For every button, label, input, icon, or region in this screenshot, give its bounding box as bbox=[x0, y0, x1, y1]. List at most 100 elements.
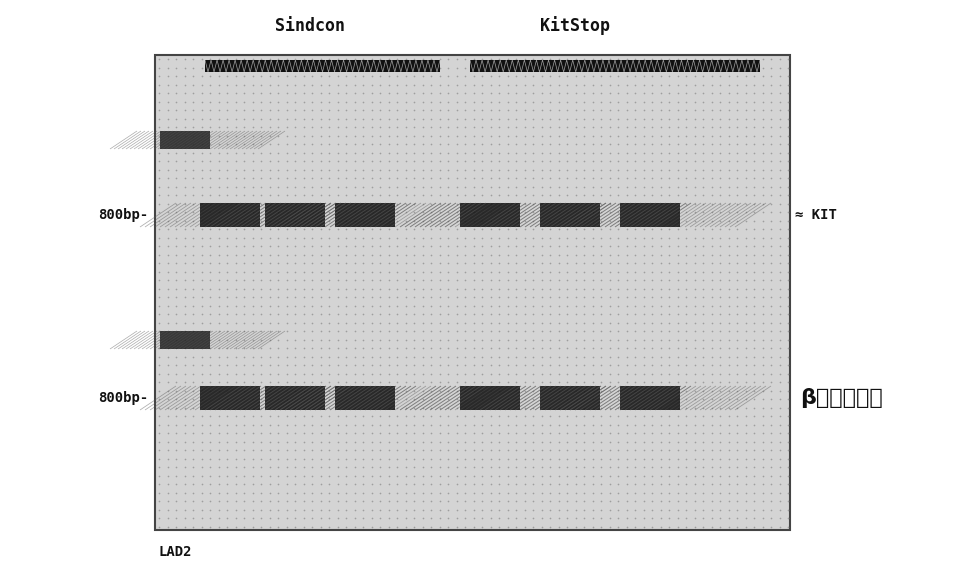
Point bbox=[186, 522, 201, 532]
Point bbox=[713, 165, 728, 175]
Point bbox=[534, 216, 550, 225]
Point bbox=[322, 480, 337, 489]
Point bbox=[713, 352, 728, 362]
Point bbox=[746, 216, 762, 225]
Point bbox=[373, 326, 388, 336]
Point bbox=[195, 216, 210, 225]
Point bbox=[644, 522, 660, 532]
Point bbox=[195, 156, 210, 166]
Point bbox=[347, 437, 362, 446]
Point bbox=[713, 97, 728, 106]
Point bbox=[746, 114, 762, 123]
Point bbox=[679, 284, 694, 293]
Point bbox=[679, 522, 694, 532]
Point bbox=[586, 505, 601, 514]
Point bbox=[670, 267, 686, 276]
Point bbox=[730, 225, 745, 234]
Point bbox=[568, 496, 584, 506]
Point bbox=[713, 403, 728, 412]
Point bbox=[202, 496, 218, 506]
Point bbox=[195, 191, 210, 200]
Point bbox=[339, 301, 354, 310]
Point bbox=[151, 131, 167, 141]
Point bbox=[440, 242, 455, 251]
Point bbox=[721, 496, 737, 506]
Point bbox=[508, 63, 524, 72]
Point bbox=[381, 412, 397, 421]
Point bbox=[695, 318, 711, 328]
Point bbox=[169, 182, 184, 192]
Point bbox=[526, 122, 541, 132]
Point bbox=[491, 301, 507, 310]
Point bbox=[390, 480, 405, 489]
Point bbox=[653, 326, 668, 336]
Point bbox=[313, 276, 328, 285]
Point bbox=[330, 233, 346, 242]
Point bbox=[406, 420, 422, 429]
Point bbox=[695, 165, 711, 175]
Point bbox=[449, 225, 464, 234]
Point bbox=[755, 369, 770, 379]
Point bbox=[202, 208, 218, 217]
Point bbox=[151, 156, 167, 166]
Point bbox=[483, 309, 499, 319]
Point bbox=[449, 199, 464, 209]
Point bbox=[475, 173, 490, 183]
Point bbox=[662, 242, 677, 251]
Point bbox=[475, 480, 490, 489]
Point bbox=[644, 496, 660, 506]
Point bbox=[781, 80, 796, 89]
Point bbox=[296, 191, 311, 200]
Point bbox=[721, 89, 737, 98]
Point bbox=[628, 131, 643, 141]
Point bbox=[195, 505, 210, 514]
Point bbox=[355, 454, 371, 463]
Point bbox=[151, 403, 167, 412]
Point bbox=[202, 513, 218, 523]
Point bbox=[364, 420, 379, 429]
Point bbox=[466, 208, 482, 217]
Point bbox=[662, 250, 677, 259]
Point bbox=[738, 139, 753, 149]
Point bbox=[390, 463, 405, 472]
Point bbox=[151, 360, 167, 370]
Point bbox=[534, 156, 550, 166]
Point bbox=[644, 505, 660, 514]
Point bbox=[271, 301, 286, 310]
Point bbox=[304, 250, 320, 259]
Point bbox=[534, 522, 550, 532]
Point bbox=[151, 395, 167, 404]
Point bbox=[679, 369, 694, 379]
Point bbox=[186, 301, 201, 310]
Point bbox=[449, 318, 464, 328]
Point bbox=[339, 191, 354, 200]
Point bbox=[313, 522, 328, 532]
Point bbox=[568, 369, 584, 379]
Point bbox=[508, 199, 524, 209]
Point bbox=[577, 437, 592, 446]
Point bbox=[415, 72, 430, 81]
Point bbox=[228, 335, 244, 345]
Point bbox=[262, 326, 277, 336]
Point bbox=[636, 301, 651, 310]
Point bbox=[738, 293, 753, 302]
Point bbox=[262, 360, 277, 370]
Point bbox=[398, 259, 413, 268]
Point bbox=[253, 259, 269, 268]
Point bbox=[449, 55, 464, 64]
Point bbox=[160, 267, 175, 276]
Point bbox=[662, 284, 677, 293]
Point bbox=[491, 131, 507, 141]
Point bbox=[619, 216, 635, 225]
Point bbox=[704, 259, 719, 268]
Point bbox=[355, 343, 371, 353]
Point bbox=[746, 488, 762, 497]
Point bbox=[390, 429, 405, 438]
Point bbox=[542, 173, 558, 183]
Point bbox=[211, 326, 226, 336]
Point bbox=[746, 454, 762, 463]
Point bbox=[695, 326, 711, 336]
Point bbox=[619, 301, 635, 310]
Point bbox=[296, 446, 311, 455]
Point bbox=[211, 114, 226, 123]
